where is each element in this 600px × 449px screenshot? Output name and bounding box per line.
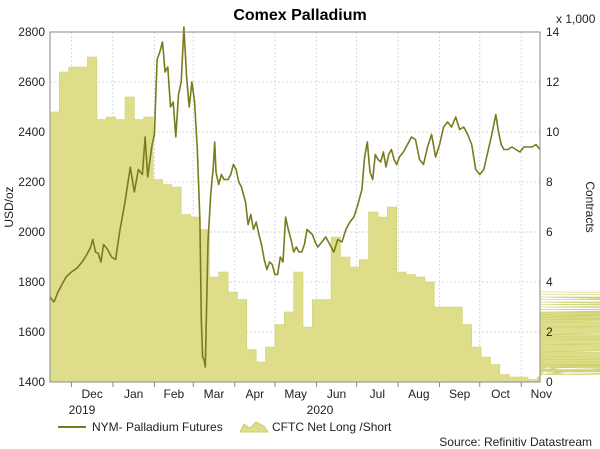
month-label-sep: Sep: [449, 387, 471, 401]
left-tick-label: 1400: [18, 375, 45, 389]
right-axis-ticks: 0 2 4 6 8 10 12 14: [546, 25, 560, 389]
legend-label-futures: NYM- Palladium Futures: [92, 420, 223, 434]
year-label-2020: 2020: [307, 403, 334, 417]
left-tick-label: 2600: [18, 75, 45, 89]
left-tick-label: 1600: [18, 325, 45, 339]
right-tick-label: 10: [546, 125, 560, 139]
year-label-2019: 2019: [69, 403, 96, 417]
left-axis-ticks: 1400 1600 1800 2000 2200 2400 2600 2800: [18, 25, 45, 389]
right-axis-label: Contracts: [583, 181, 597, 232]
month-label-oct: Oct: [491, 387, 510, 401]
month-label-aug: Aug: [408, 387, 429, 401]
left-axis-label: USD/oz: [2, 186, 16, 227]
plot-frame: [49, 31, 541, 383]
right-tick-label: 6: [546, 225, 553, 239]
chart-title: Comex Palladium: [233, 7, 366, 24]
cftc-area-layer: [49, 56, 600, 383]
left-tick-label: 2800: [18, 25, 45, 39]
right-axis-multiplier: x 1,000: [556, 12, 596, 26]
source-note: Source: Refinitiv Datastream: [439, 435, 592, 449]
month-label-may: May: [284, 387, 307, 401]
left-tick-label: 2000: [18, 225, 45, 239]
month-label-dec: Dec: [82, 387, 103, 401]
month-label-jan: Jan: [124, 387, 143, 401]
legend-area-swatch: [239, 421, 269, 433]
right-tick-label: 14: [546, 25, 560, 39]
cftc-net-area: [49, 56, 600, 383]
right-tick-label: 0: [546, 375, 553, 389]
right-tick-label: 12: [546, 75, 560, 89]
legend: NYM- Palladium Futures CFTC Net Long /Sh…: [58, 420, 392, 434]
futures-line-layer: [49, 26, 541, 368]
month-label-jul: Jul: [370, 387, 385, 401]
x-axis-ticks: Dec Jan Feb Mar Apr May Jun Jul Aug Sep Oct Nov: [70, 382, 552, 401]
right-tick-label: 2: [546, 325, 553, 339]
right-tick-label: 8: [546, 175, 553, 189]
month-label-apr: Apr: [245, 387, 264, 401]
right-tick-label: 4: [546, 275, 553, 289]
month-label-mar: Mar: [204, 387, 225, 401]
palladium-futures-line: [49, 26, 541, 368]
left-tick-label: 2200: [18, 175, 45, 189]
legend-label-cftc: CFTC Net Long /Short: [272, 420, 392, 434]
month-label-feb: Feb: [163, 387, 184, 401]
month-label-jun: Jun: [327, 387, 346, 401]
left-tick-label: 1800: [18, 275, 45, 289]
left-tick-label: 2400: [18, 125, 45, 139]
month-label-nov: Nov: [531, 387, 552, 401]
